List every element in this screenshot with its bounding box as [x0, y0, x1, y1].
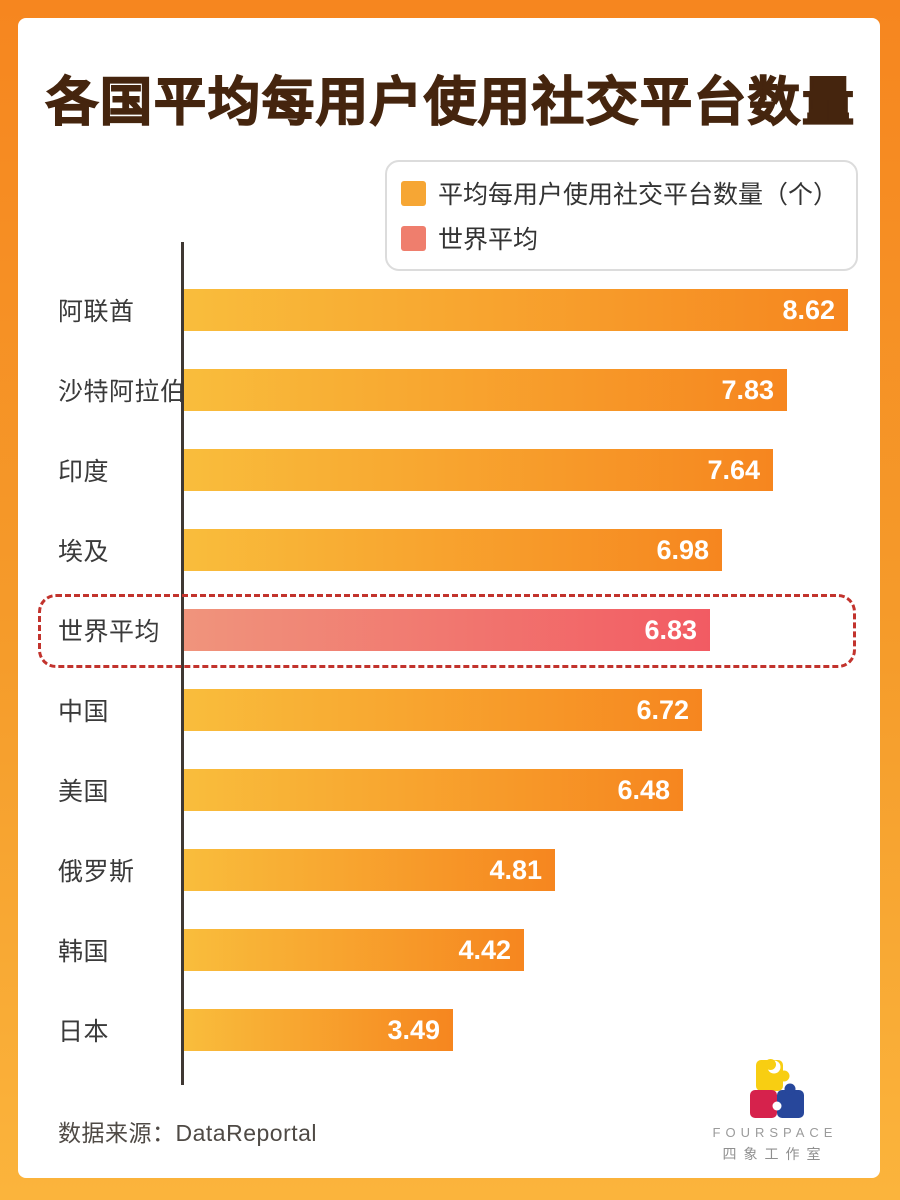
- chart-row: 美国 6.48: [58, 750, 860, 830]
- bar: 6.48: [184, 769, 683, 811]
- bar: 6.98: [184, 529, 722, 571]
- page-title: 各国平均每用户使用社交平台数量: [45, 73, 857, 133]
- studio-logo: FOURSPACE 四象工作室: [696, 1059, 854, 1164]
- bar-value-label: 8.62: [782, 295, 835, 325]
- bar-value-label: 6.48: [617, 775, 670, 805]
- content-panel: 各国平均每用户使用社交平台数量 平均每用户使用社交平台数量（个） 世界平均 阿联…: [18, 18, 880, 1178]
- chart-row: 沙特阿拉伯 7.83: [58, 350, 860, 430]
- legend-item-platform-count: 平均每用户使用社交平台数量（个）: [400, 175, 838, 211]
- bar-value-label: 6.72: [636, 695, 689, 725]
- data-source-text: 数据来源：DataReportal: [58, 1120, 318, 1146]
- bar-value-label: 4.81: [489, 855, 542, 885]
- category-label: 中国: [58, 698, 110, 726]
- bar: 4.81: [184, 849, 555, 891]
- logo-name-chinese: 四象工作室: [722, 1146, 828, 1162]
- chart-row: 俄罗斯 4.81: [58, 830, 860, 910]
- legend-item-world-average: 世界平均: [400, 220, 838, 256]
- category-label: 世界平均: [58, 618, 161, 646]
- bar: 8.62: [184, 289, 848, 331]
- chart-row: 埃及 6.98: [58, 510, 860, 590]
- bar: 6.72: [184, 689, 702, 731]
- category-label: 美国: [58, 778, 110, 806]
- bar: 3.49: [184, 1009, 453, 1051]
- bar-value-label: 6.98: [656, 535, 709, 565]
- category-label: 俄罗斯: [58, 858, 135, 886]
- logo-name: FOURSPACE: [712, 1125, 838, 1140]
- y-axis-line: [181, 242, 184, 1085]
- category-label: 印度: [58, 458, 110, 486]
- bar-value-label: 7.64: [707, 455, 760, 485]
- bar: 4.42: [184, 929, 524, 971]
- category-label: 日本: [58, 1018, 110, 1046]
- chart-row: 韩国 4.42: [58, 910, 860, 990]
- legend-swatch-orange: [400, 180, 426, 206]
- bar-value-label: 6.83: [644, 615, 697, 645]
- category-label: 阿联酋: [58, 298, 135, 326]
- legend-label: 平均每用户使用社交平台数量（个）: [437, 181, 838, 209]
- category-label: 沙特阿拉伯: [58, 378, 186, 406]
- chart-legend: 平均每用户使用社交平台数量（个） 世界平均: [384, 160, 858, 271]
- bar: 7.64: [184, 449, 773, 491]
- puzzle-logo-icon: [750, 1059, 804, 1118]
- category-label: 埃及: [58, 538, 110, 566]
- bar-value-label: 3.49: [387, 1015, 440, 1045]
- chart-row: 日本 3.49: [58, 990, 860, 1070]
- chart-row: 印度 7.64: [58, 430, 860, 510]
- bar-value-label: 7.83: [721, 375, 774, 405]
- bar: 7.83: [184, 369, 787, 411]
- legend-swatch-coral: [400, 225, 426, 251]
- bar-chart: 阿联酋 8.62 沙特阿拉伯 7.83 印度 7.64 埃及 6.98 世界平均 6.83 中国 6.…: [58, 270, 860, 1070]
- bar-world-average: 6.83: [184, 609, 710, 651]
- chart-row: 中国 6.72: [58, 670, 860, 750]
- legend-label: 世界平均: [437, 226, 538, 254]
- chart-row: 阿联酋 8.62: [58, 270, 860, 350]
- chart-row: 世界平均 6.83: [58, 590, 860, 670]
- bar-value-label: 4.42: [458, 935, 511, 965]
- category-label: 韩国: [58, 938, 110, 966]
